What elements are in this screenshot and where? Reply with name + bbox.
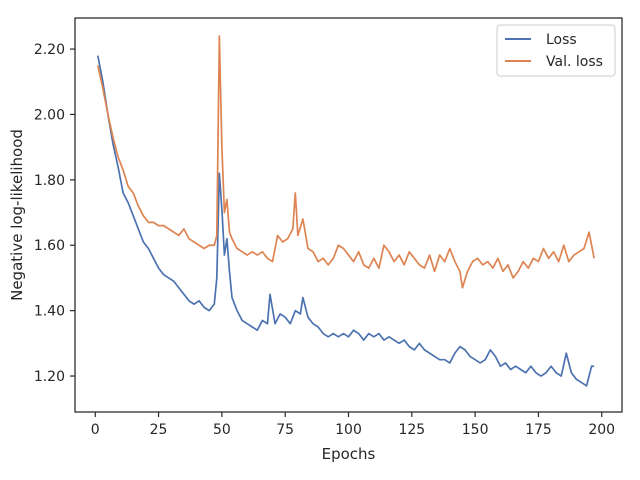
y-tick-label: 1.40 <box>34 304 65 320</box>
x-axis-label: Epochs <box>322 445 376 463</box>
x-tick-label: 0 <box>91 422 100 438</box>
x-tick-label: 175 <box>525 422 552 438</box>
y-tick-label: 2.00 <box>34 107 65 123</box>
y-tick-label: 1.80 <box>34 173 65 189</box>
axis-ticks: 0 25 50 75 100 125 150 175 200 1.20 1.40 1.60 1.80 2.… <box>34 42 615 438</box>
y-axis-label: Negative log-likelihood <box>8 129 26 301</box>
series-line-loss <box>96 55 595 387</box>
legend: Loss Val. loss <box>496 24 616 77</box>
x-tick-label: 100 <box>335 422 362 438</box>
x-tick-label: 150 <box>462 422 489 438</box>
x-tick-label: 200 <box>588 422 615 438</box>
y-tick-label: 1.60 <box>34 238 65 254</box>
axes-frame <box>74 17 623 413</box>
x-tick-label: 75 <box>276 422 294 438</box>
x-tick-label: 50 <box>213 422 231 438</box>
series-line-val-loss <box>96 35 595 289</box>
legend-label-val-loss: Val. loss <box>546 54 603 70</box>
y-tick-label: 2.20 <box>34 42 65 58</box>
y-tick-label: 1.20 <box>34 369 65 385</box>
legend-label-loss: Loss <box>546 32 577 48</box>
plot-area <box>96 35 595 387</box>
x-tick-label: 125 <box>398 422 425 438</box>
legend-box <box>496 24 616 77</box>
x-tick-label: 25 <box>150 422 168 438</box>
